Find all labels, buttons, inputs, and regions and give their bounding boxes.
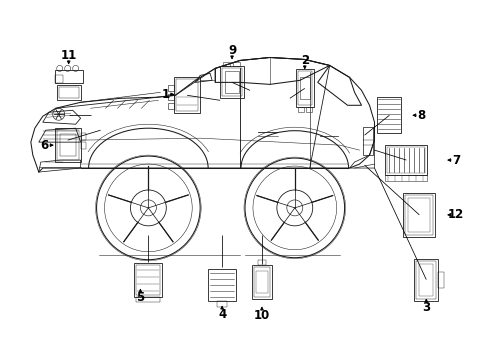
Bar — [253, 267, 269, 297]
Bar — [415, 261, 435, 298]
Bar — [81, 133, 85, 140]
Bar — [55, 71, 82, 84]
Text: 9: 9 — [227, 44, 236, 57]
Bar — [59, 87, 79, 98]
Bar — [57, 85, 81, 100]
Bar — [255, 271, 267, 293]
Bar — [386, 147, 425, 173]
Bar — [174, 77, 200, 113]
Bar — [305, 107, 311, 112]
Bar — [233, 62, 240, 67]
Bar — [385, 175, 427, 181]
Bar — [299, 77, 309, 99]
Text: 3: 3 — [421, 301, 429, 314]
Bar — [403, 193, 434, 237]
Bar — [377, 97, 401, 133]
Bar — [57, 130, 79, 160]
Text: 10: 10 — [253, 309, 269, 322]
Bar — [168, 85, 174, 91]
Text: 6: 6 — [41, 139, 49, 152]
Bar — [405, 195, 432, 235]
Bar — [176, 80, 198, 111]
Bar — [136, 297, 160, 302]
Bar — [437, 272, 443, 288]
Bar — [136, 265, 160, 294]
Bar — [385, 145, 427, 175]
Bar — [60, 134, 76, 156]
Text: 4: 4 — [218, 308, 226, 321]
Bar — [251, 265, 271, 298]
Bar — [297, 107, 303, 112]
Bar — [168, 103, 174, 109]
Bar — [55, 75, 62, 84]
Bar — [224, 71, 239, 93]
Bar — [220, 67, 244, 98]
Text: 7: 7 — [451, 154, 459, 167]
Bar — [407, 198, 429, 232]
Bar — [168, 94, 174, 100]
Bar — [223, 62, 229, 67]
Bar — [134, 263, 162, 297]
Text: 11: 11 — [61, 49, 77, 62]
Bar — [208, 269, 236, 301]
Bar — [295, 69, 313, 107]
Text: 1: 1 — [161, 88, 169, 101]
Bar — [258, 260, 265, 265]
Text: 5: 5 — [136, 291, 144, 304]
Bar — [413, 259, 437, 301]
Bar — [362, 127, 372, 155]
Bar — [222, 68, 242, 96]
Bar — [217, 301, 226, 306]
Text: 12: 12 — [447, 208, 463, 221]
Bar — [81, 142, 85, 149]
Text: 8: 8 — [416, 109, 425, 122]
Bar — [55, 128, 81, 162]
Text: 2: 2 — [300, 54, 308, 67]
Bar — [297, 71, 311, 105]
Bar — [419, 264, 432, 296]
